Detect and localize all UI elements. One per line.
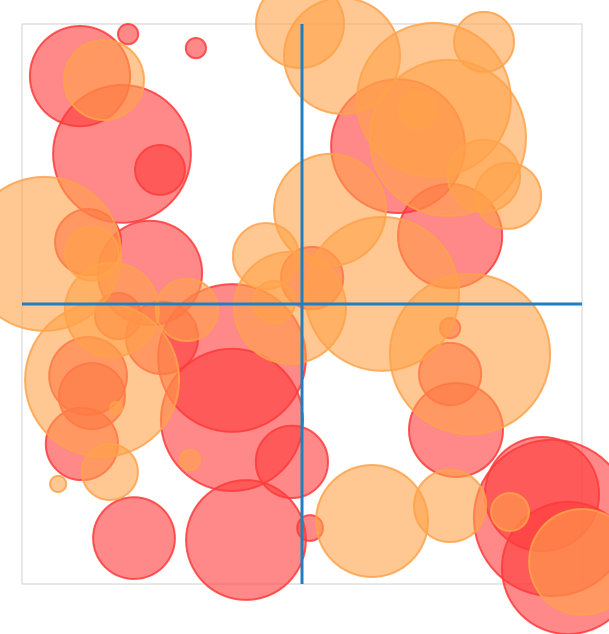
bubble-s1-p27 — [528, 508, 609, 616]
bubble-s1-p15 — [252, 280, 296, 324]
bubble-s0-p24 — [185, 479, 307, 601]
bubble-s1-p24 — [315, 464, 429, 578]
bubble-s0-p0 — [117, 22, 140, 46]
bubble-s1-p17 — [154, 277, 219, 342]
bubble-s0-p23 — [92, 496, 176, 580]
bubble-s0-p20 — [254, 424, 329, 499]
bubble-s0-p4 — [134, 144, 186, 196]
bubble-s1-p19 — [24, 301, 181, 458]
bubble-s0-p1 — [184, 37, 207, 60]
bubble-s1-p23 — [49, 474, 68, 494]
bubble-s1-p26 — [490, 492, 530, 532]
bubble-s1-p18 — [388, 273, 552, 436]
bubble-s1-p8 — [474, 161, 543, 230]
bubble-s1-p20 — [109, 401, 123, 415]
bubble-s1-p25 — [413, 468, 488, 543]
bubble-s1-p22 — [80, 443, 139, 501]
bubble-s1-p3 — [63, 39, 145, 121]
bubble-s1-p21 — [178, 448, 202, 472]
